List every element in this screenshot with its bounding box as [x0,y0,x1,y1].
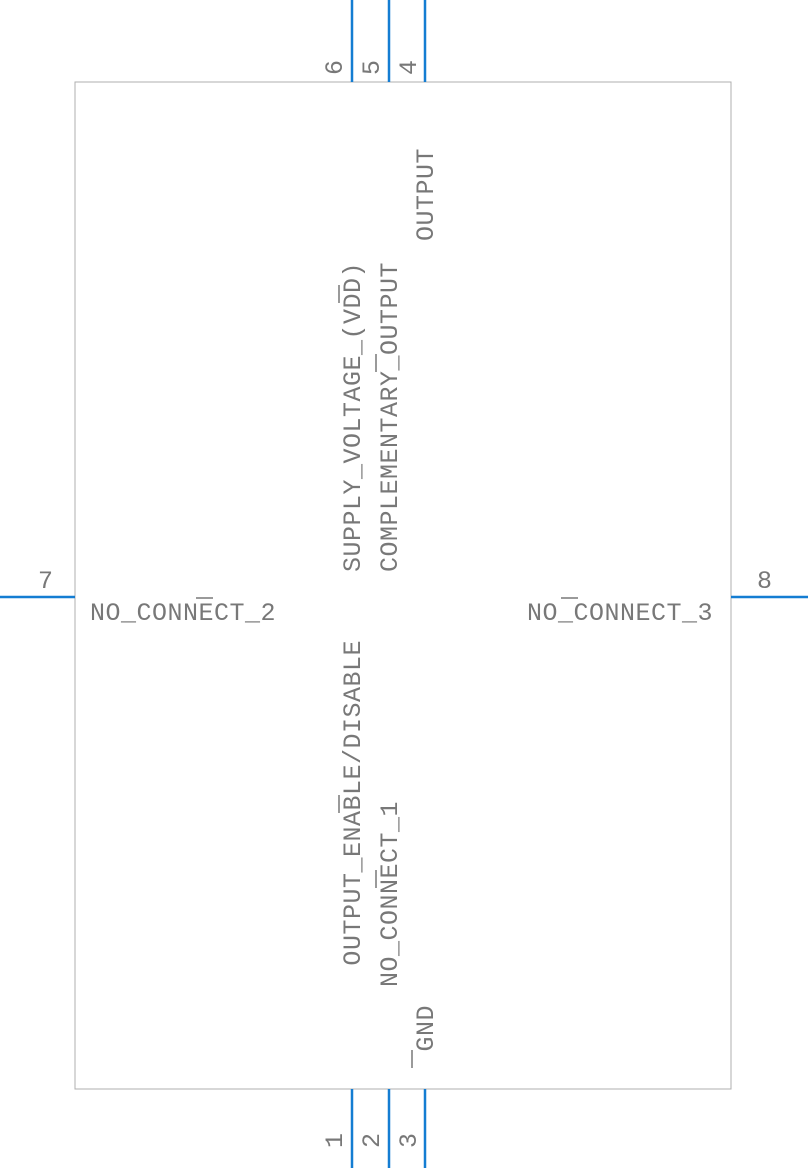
pin-3-number: 3 [395,1133,424,1148]
pin-1-number: 1 [321,1133,350,1148]
pin-6-number: 6 [321,60,350,75]
pin-2-label: NO_CONNECT_1 [376,801,405,987]
pin-5-number: 5 [358,60,387,75]
pin-2-number: 2 [358,1133,387,1148]
pin-5-label: COMPLEMENTARY_OUTPUT [376,262,405,572]
pin-7-number: 7 [38,567,53,596]
pin-4-label: OUTPUT [412,148,441,241]
pin-8-number: 8 [757,567,772,596]
schematic-symbol: 7 NO_CONNECT_2 8 NO_CONNECT_3 6 SUPPLY_VOLTAG… [0,0,808,1168]
pin-4-number: 4 [395,60,424,75]
pin-6-label: SUPPLY_VOLTAGE_(VDD) [339,262,368,572]
pin-8-label: NO_CONNECT_3 [527,599,713,628]
pin-7-label: NO_CONNECT_2 [90,599,276,628]
pin-3-label: GND [412,1005,441,1052]
pin-1-label: OUTPUT_ENABLE/DISABLE [339,640,368,966]
